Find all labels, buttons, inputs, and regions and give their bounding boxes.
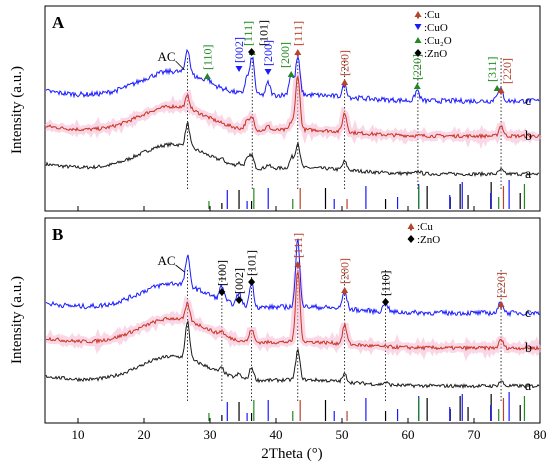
cu2o-marker [287, 71, 295, 77]
series-c-label: c [525, 306, 531, 321]
cu-marker [497, 87, 505, 93]
cu-marker [341, 287, 349, 293]
miller-index-label: [220] [500, 58, 514, 84]
series-b-band [44, 70, 543, 150]
miller-index-label: [200] [278, 42, 292, 68]
series-b-line [45, 76, 540, 140]
cu-marker-stem [296, 54, 299, 57]
cu-marker [341, 79, 349, 85]
cu-marker-stem [500, 92, 503, 95]
zno-marker [218, 288, 226, 296]
cu-marker [407, 223, 415, 229]
zno-marker [414, 49, 422, 57]
series-a-label: a [525, 167, 532, 182]
cuo-marker [235, 66, 243, 72]
miller-index-label: [220] [410, 54, 424, 80]
cuo-marker [264, 69, 272, 75]
panel-a-frame [44, 5, 541, 212]
x-tick-label: 60 [402, 427, 415, 442]
cu-marker-stem [500, 306, 503, 309]
cuo-marker [414, 24, 422, 30]
miller-index-label: [220] [494, 272, 508, 298]
series-c-line [45, 238, 540, 318]
panel-a-legend: :Cu:CuO:Cu₂O:ZnO [424, 9, 452, 60]
cu-marker-stem [343, 292, 346, 295]
zno-marker [248, 48, 256, 56]
miller-index-label: [111] [241, 21, 255, 46]
cu-marker-stem [296, 266, 299, 269]
legend-item-cu2o: :Cu₂O [424, 35, 452, 47]
cu2o-marker [413, 83, 421, 89]
miller-index-label: [002] [232, 268, 246, 294]
legend-item-zno: :ZnO [417, 234, 440, 246]
x-axis-title: 2Theta (°) [261, 446, 322, 462]
x-tick-label: 10 [72, 427, 85, 442]
cu-marker [294, 49, 302, 55]
series-b-label: b [525, 129, 532, 144]
miller-index-label: [111] [291, 21, 305, 46]
cu2o-marker [414, 37, 422, 43]
panel-b-frame [44, 217, 541, 424]
x-axis-ticks: 10 20 30 40 50 60 70 80 [72, 206, 547, 442]
ac-pointer [175, 264, 185, 273]
cu-marker [414, 11, 422, 17]
panel-b-plot: a b c AC [100] [002][101] [111] [200] [110] [220] [45, 223, 542, 421]
series-c-label: c [525, 94, 531, 109]
x-tick-label: 80 [534, 427, 547, 442]
panel-a-label: A [52, 13, 65, 32]
series-a-line [45, 320, 540, 390]
miller-index-label: [311] [485, 56, 499, 82]
ac-annotation: AC [158, 49, 176, 64]
y-axis-title-b: Intensity (a.u.) [9, 276, 25, 364]
panel-b-legend: :Cu:ZnO [417, 221, 440, 246]
zno-marker [382, 298, 390, 306]
legend-item-cuo: :CuO [424, 22, 448, 34]
x-tick-label: 20 [138, 427, 151, 442]
miller-index-label: [110] [379, 270, 393, 296]
miller-index-label: [100] [215, 260, 229, 286]
miller-index-label: [200] [338, 258, 352, 284]
series-a-label: a [525, 379, 532, 394]
cu2o-marker [493, 85, 501, 91]
miller-index-label: [110] [200, 44, 214, 70]
series-b-label: b [525, 341, 532, 356]
y-axis-title-a: Intensity (a.u.) [9, 66, 25, 154]
x-tick-label: 30 [204, 427, 217, 442]
panel-b: a b c AC [100] [002][101] [111] [200] [110] [220]… [44, 217, 542, 424]
miller-index-label: [101] [257, 20, 271, 46]
cu-marker-stem [410, 228, 412, 231]
series-a-line [45, 121, 540, 178]
legend-item-cu: :Cu [424, 9, 440, 21]
miller-index-label: [002] [232, 37, 246, 63]
zno-marker [248, 278, 256, 286]
zno-marker [235, 296, 243, 304]
cu-marker-stem [417, 16, 419, 19]
cu-marker [294, 261, 302, 267]
miller-index-label: [111] [291, 233, 305, 258]
ac-annotation: AC [158, 253, 176, 268]
miller-index-label: [200] [261, 40, 275, 66]
panel-b-label: B [52, 225, 63, 244]
miller-index-label: [101] [245, 250, 259, 276]
zno-marker [407, 235, 415, 243]
legend-item-cu: :Cu [417, 221, 433, 233]
x-tick-label: 50 [336, 427, 349, 442]
cu2o-marker [203, 73, 211, 79]
series-b-line [46, 270, 540, 352]
legend-item-zno: :ZnO [424, 48, 447, 60]
x-tick-label: 40 [270, 427, 283, 442]
x-tick-label: 70 [468, 427, 481, 442]
cu-marker-stem [343, 84, 346, 87]
ac-pointer [175, 60, 185, 71]
cu-marker [497, 301, 505, 307]
miller-index-label: [200] [338, 50, 352, 76]
